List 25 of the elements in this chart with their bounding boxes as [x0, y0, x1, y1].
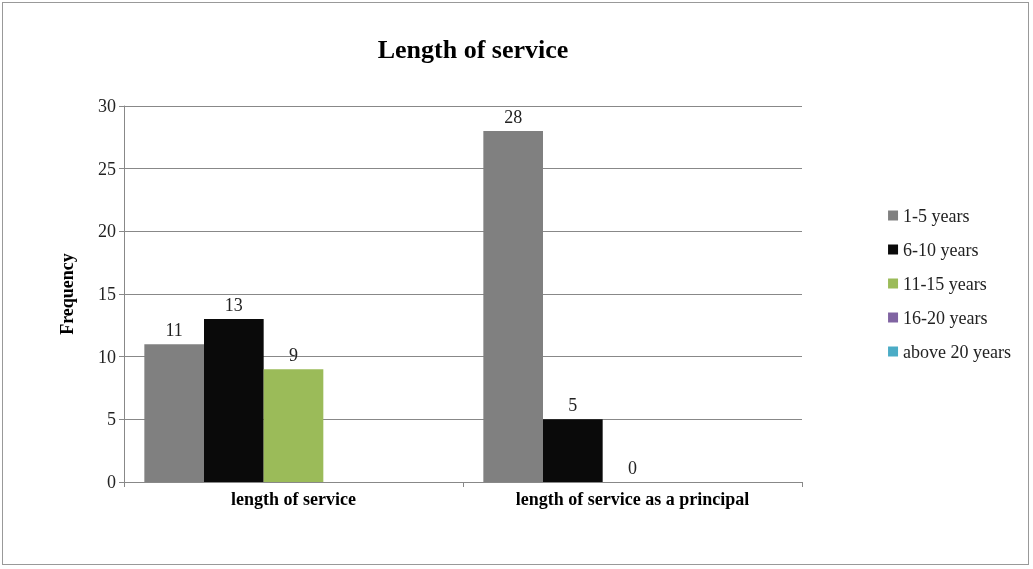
y-tick-label: 15: [98, 284, 116, 304]
bar: [543, 419, 603, 482]
legend-label: 16-20 years: [903, 307, 988, 328]
data-label: 13: [224, 295, 243, 316]
chart-title: Length of service: [377, 34, 569, 64]
legend-label: 1-5 years: [903, 205, 970, 226]
legend-label: 6-10 years: [903, 239, 979, 260]
data-label: 5: [568, 395, 578, 416]
y-tick-label: 5: [107, 409, 116, 430]
legend-label: 11-15 years: [903, 273, 987, 294]
data-label: 11: [165, 320, 183, 341]
data-label: 28: [504, 107, 523, 128]
x-tick-label: length of service: [231, 489, 356, 509]
bar: [263, 369, 324, 482]
y-tick-label: 20: [98, 221, 116, 242]
data-label: 9: [289, 345, 298, 366]
legend-label: above 20 years: [903, 341, 1012, 362]
y-tick-label: 0: [107, 472, 116, 492]
bar: [204, 319, 264, 482]
y-tick-label: 30: [98, 96, 116, 116]
data-label: 0: [628, 458, 637, 478]
x-tick-label: length of service as a principal: [515, 489, 750, 509]
y-tick-label: 25: [98, 158, 116, 179]
y-tick-label: 10: [98, 346, 116, 367]
y-axis-title: Frequency: [57, 253, 77, 335]
